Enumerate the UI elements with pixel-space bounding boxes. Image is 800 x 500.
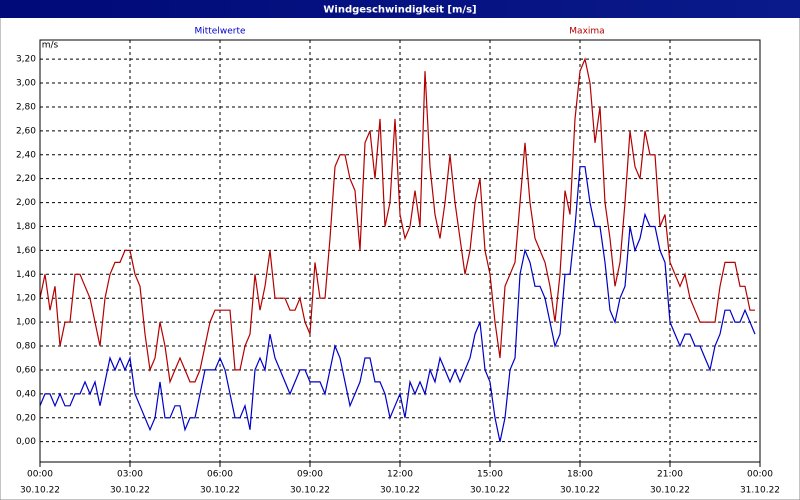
y-tick-label: 1,60	[16, 246, 36, 256]
x-tick-date: 30.10.22	[470, 486, 510, 496]
y-tick-label: 0,00	[16, 437, 36, 447]
y-tick-label: 0,20	[16, 413, 36, 423]
series-line	[39, 57, 755, 385]
x-tick-date: 30.10.22	[650, 486, 690, 496]
y-tick-label: 1,00	[16, 318, 36, 328]
x-tick-label: 06:00	[207, 470, 233, 480]
y-tick-label: 1,20	[16, 294, 36, 304]
x-tick-date: 31.10.22	[740, 486, 780, 496]
y-tick-label: 0,40	[16, 389, 36, 399]
x-tick-label: 00:00	[747, 470, 773, 480]
x-tick-date: 30.10.22	[20, 486, 60, 496]
x-tick-label: 12:00	[387, 470, 413, 480]
x-tick-label: 15:00	[477, 470, 503, 480]
title-bar	[0, 0, 800, 18]
x-tick-date: 30.10.22	[380, 486, 420, 496]
x-tick-date: 30.10.22	[290, 486, 330, 496]
y-tick-label: 0,80	[16, 342, 36, 352]
y-tick-label: 0,60	[16, 365, 36, 375]
x-tick-date: 30.10.22	[110, 486, 150, 496]
y-tick-label: 2,60	[16, 126, 36, 136]
y-tick-label: 3,00	[16, 79, 36, 89]
x-tick-date: 30.10.22	[560, 486, 600, 496]
x-tick-label: 03:00	[117, 470, 143, 480]
y-tick-label: 2,20	[16, 174, 36, 184]
y-tick-label: 1,40	[16, 270, 36, 280]
y-tick-label: 2,00	[16, 198, 36, 208]
legend-entry: Mittelwerte	[194, 27, 245, 37]
series-line	[39, 166, 756, 442]
y-tick-label: 2,80	[16, 102, 36, 112]
x-tick-label: 09:00	[297, 470, 323, 480]
y-axis-label: m/s	[42, 41, 59, 51]
y-tick-label: 3,20	[16, 55, 36, 65]
x-tick-label: 00:00	[27, 470, 53, 480]
legend-entry: Maxima	[569, 27, 604, 37]
x-tick-label: 21:00	[657, 470, 683, 480]
y-tick-label: 2,40	[16, 150, 36, 160]
plot-frame	[39, 39, 761, 463]
y-tick-label: 1,80	[16, 222, 36, 232]
x-tick-date: 30.10.22	[200, 486, 240, 496]
chart-title: Windgeschwindigkeit [m/s]	[323, 5, 476, 16]
x-tick-label: 18:00	[567, 470, 593, 480]
